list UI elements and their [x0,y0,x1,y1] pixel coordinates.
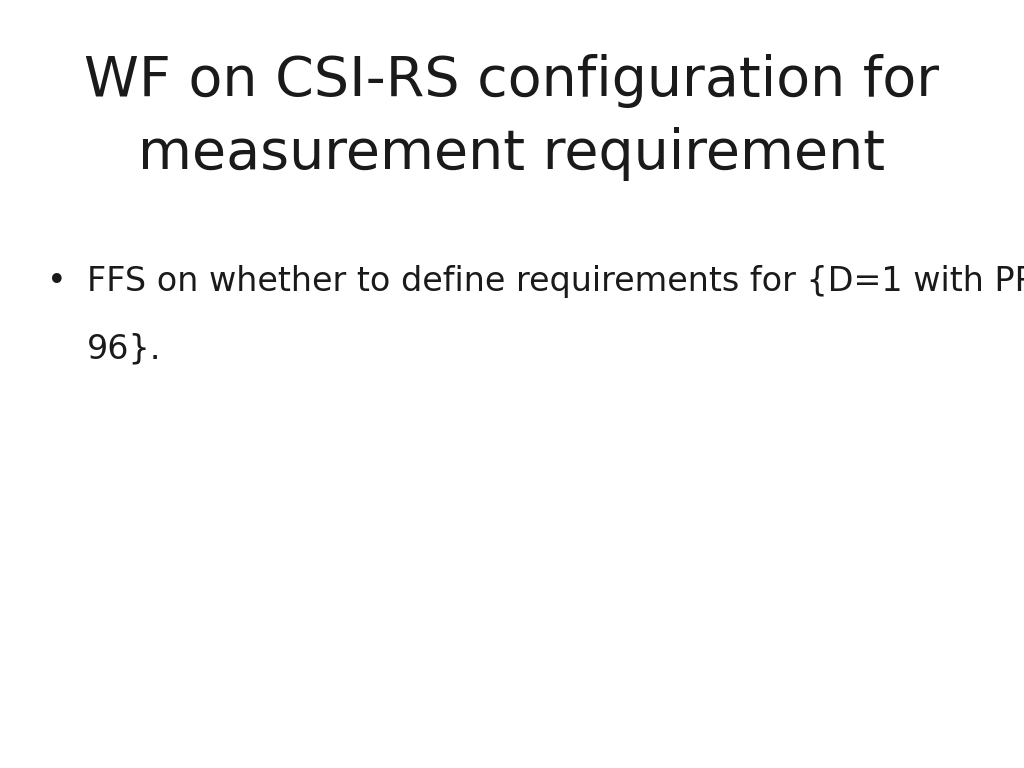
Text: measurement requirement: measurement requirement [138,127,886,180]
Text: •: • [46,265,67,298]
Text: 96}.: 96}. [87,333,162,366]
Text: WF on CSI-RS configuration for: WF on CSI-RS configuration for [84,54,940,108]
Text: FFS on whether to define requirements for {D=1 with PRBs ≥: FFS on whether to define requirements fo… [87,265,1024,298]
